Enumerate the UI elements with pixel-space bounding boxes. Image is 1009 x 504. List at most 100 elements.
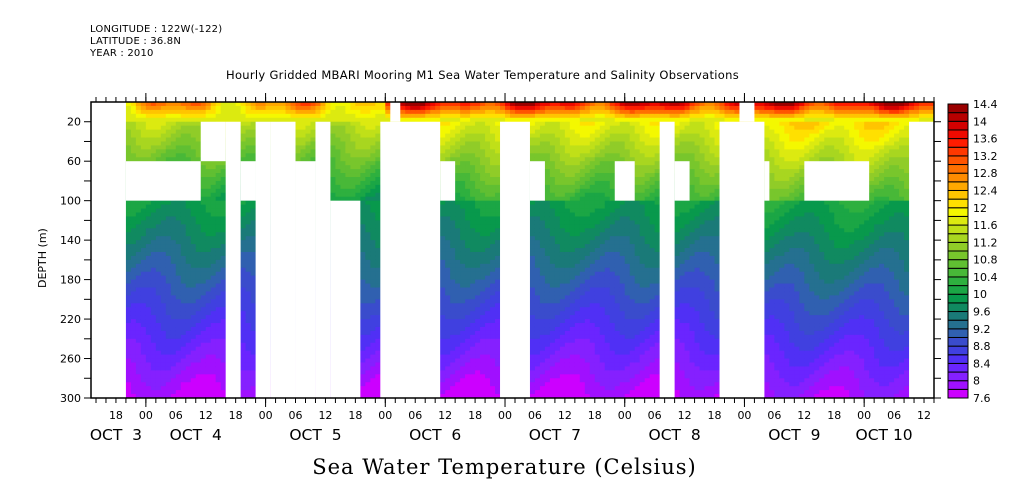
heatmap-cell: [185, 382, 192, 387]
heatmap-cell: [170, 153, 177, 158]
heatmap-cell: [355, 157, 361, 162]
heatmap-cell: [145, 204, 152, 210]
heatmap-cell: [360, 394, 366, 398]
heatmap-cell: [210, 228, 217, 233]
heatmap-cell: [365, 382, 371, 387]
heatmap-cell: [370, 121, 376, 127]
heatmap-cell: [405, 117, 411, 123]
heatmap-cell: [210, 240, 217, 245]
heatmap-cell: [325, 105, 332, 111]
heatmap-cell: [125, 248, 132, 253]
heatmap-cell: [150, 236, 157, 241]
heatmap-cell: [175, 354, 182, 360]
heatmap-cell: [175, 157, 182, 162]
heatmap-cell: [340, 196, 346, 202]
heatmap-cell: [170, 354, 177, 360]
heatmap-cell: [180, 370, 187, 375]
heatmap-cell: [420, 105, 426, 111]
heatmap-cell: [165, 117, 172, 123]
heatmap-cell: [210, 291, 217, 296]
heatmap-cell: [170, 326, 177, 332]
heatmap-cell: [150, 311, 157, 316]
heatmap-cell: [160, 370, 167, 375]
heatmap-cell: [375, 334, 381, 340]
heatmap-cell: [215, 390, 222, 395]
heatmap-cell: [175, 346, 182, 352]
heatmap-cell: [130, 303, 137, 308]
heatmap-cell: [135, 338, 142, 344]
heatmap-cell: [125, 287, 132, 293]
heatmap-cell: [360, 248, 366, 253]
heatmap-cell: [210, 275, 217, 281]
heatmap-cell: [375, 232, 381, 237]
heatmap-cell: [215, 346, 222, 352]
heatmap-cell: [370, 350, 376, 356]
heatmap-cell: [130, 291, 137, 296]
heatmap-cell: [270, 105, 277, 111]
heatmap-cell: [185, 102, 192, 107]
heatmap-cell: [125, 216, 132, 221]
heatmap-cell: [225, 117, 232, 123]
heatmap-cell: [145, 105, 152, 111]
heatmap-cell: [140, 323, 147, 328]
heatmap-cell: [195, 228, 202, 233]
heatmap-cell: [345, 149, 351, 154]
heatmap-cell: [210, 374, 217, 379]
heatmap-cell: [180, 366, 187, 371]
heatmap-cell: [295, 149, 302, 154]
heatmap-cell: [185, 117, 192, 123]
heatmap-cell: [295, 125, 302, 131]
heatmap-cell: [365, 121, 371, 127]
heatmap-cell: [345, 113, 351, 119]
heatmap-cell: [190, 200, 197, 206]
heatmap-cell: [185, 358, 192, 364]
heatmap-cell: [220, 204, 227, 210]
heatmap-cell: [360, 149, 366, 154]
heatmap-cell: [210, 220, 217, 225]
heatmap-cell: [365, 259, 371, 265]
heatmap-cell: [205, 358, 212, 364]
heatmap-cell: [185, 366, 192, 371]
heatmap-cell: [240, 275, 247, 281]
heatmap-cell: [310, 121, 317, 127]
heatmap-cell: [360, 283, 366, 289]
heatmap-cell: [170, 113, 177, 119]
heatmap-cell: [355, 129, 361, 135]
heatmap-cell: [155, 346, 162, 352]
heatmap-cell: [210, 165, 217, 170]
heatmap-cell: [135, 275, 142, 281]
heatmap-cell: [215, 251, 222, 257]
heatmap-cell: [205, 200, 212, 206]
heatmap-cell: [220, 382, 227, 387]
heatmap-cell: [370, 149, 376, 154]
heatmap-cell: [365, 212, 371, 218]
heatmap-cell: [300, 133, 307, 139]
heatmap-cell: [190, 311, 197, 316]
heatmap-cell: [185, 263, 192, 269]
heatmap-cell: [205, 319, 212, 324]
heatmap-cell: [240, 113, 247, 119]
heatmap-cell: [240, 303, 247, 308]
heatmap-cell: [215, 102, 222, 107]
heatmap-cell: [370, 346, 376, 352]
heatmap-cell: [195, 303, 202, 308]
heatmap-cell: [335, 188, 342, 194]
heatmap-cell: [360, 165, 366, 170]
heatmap-cell: [360, 176, 366, 182]
heatmap-cell: [170, 105, 177, 111]
heatmap-cell: [190, 386, 197, 391]
heatmap-cell: [210, 113, 217, 119]
heatmap-cell: [240, 394, 247, 398]
heatmap-cell: [200, 319, 207, 324]
heatmap-cell: [145, 323, 152, 328]
heatmap-cell: [130, 109, 137, 115]
heatmap-cell: [210, 303, 217, 308]
heatmap-cell: [145, 216, 152, 221]
heatmap-cell: [285, 117, 292, 123]
heatmap-cell: [200, 358, 207, 364]
heatmap-cell: [245, 204, 252, 210]
heatmap-cell: [205, 382, 212, 387]
heatmap-cell: [280, 117, 287, 123]
heatmap-cell: [190, 354, 197, 360]
heatmap-cell: [210, 323, 217, 328]
